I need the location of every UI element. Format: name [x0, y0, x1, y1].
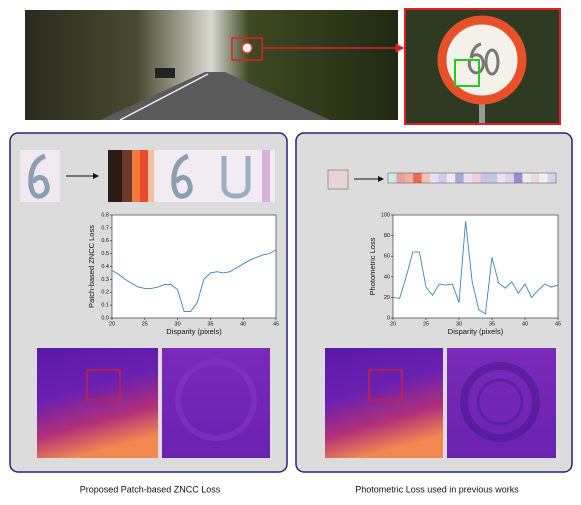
y-tick-label: 0.4: [101, 264, 109, 270]
road: [100, 72, 330, 120]
y-tick-label: 0.2: [101, 290, 109, 296]
caption: Photometric Loss used in previous works: [355, 484, 519, 494]
patch-strip-right: [387, 172, 557, 184]
y-tick-label: 0.3: [101, 277, 109, 283]
strip-cell: [413, 173, 422, 183]
lane-line: [119, 73, 209, 121]
disparity-map: [37, 348, 158, 458]
strip-cell: [522, 173, 531, 183]
y-tick-label: 20: [384, 295, 390, 301]
patch-right: [327, 169, 349, 190]
y-tick-label: 100: [381, 212, 390, 218]
strip-cell: [497, 173, 506, 183]
strip-cell: [463, 173, 473, 183]
patch-left: [20, 150, 60, 202]
x-tick-label: 35: [489, 321, 495, 327]
x-tick-label: 40: [522, 321, 528, 327]
roi-box: [86, 369, 121, 401]
sign-ghost: [476, 378, 524, 426]
strip-cell: [539, 173, 548, 183]
roi-box: [231, 37, 263, 61]
y-axis-label: Patch-based ZNCC Loss: [87, 225, 96, 308]
strip-cell: [404, 173, 414, 183]
x-tick-label: 45: [273, 321, 279, 327]
y-tick-label: 0.5: [101, 251, 109, 257]
y-tick-label: 0.6: [101, 238, 109, 244]
strip-cell: [505, 173, 515, 183]
disparity-map: [325, 348, 443, 458]
y-tick-label: 0.0: [101, 315, 109, 321]
strip-cell: [480, 173, 489, 183]
strip-cell: [430, 173, 439, 183]
x-tick-label: 45: [555, 321, 561, 327]
x-tick-label: 35: [207, 321, 213, 327]
strip-cell: [530, 173, 540, 183]
strip-cell: [472, 173, 481, 183]
sign-ghost: [460, 362, 540, 442]
y-axis-label: Photometric Loss: [368, 237, 377, 295]
strip-cell: [488, 173, 498, 183]
x-tick-label: 20: [109, 321, 115, 327]
x-axis-label: Disparity (pixels): [166, 327, 222, 336]
patch-box: [454, 59, 480, 87]
x-tick-label: 25: [142, 321, 148, 327]
roi-box: [368, 369, 403, 401]
plot-area: [392, 214, 559, 319]
y-tick-label: 60: [384, 254, 390, 260]
y-tick-label: 0: [387, 315, 390, 321]
strip-cell: [396, 173, 405, 183]
patch-strip-left: [108, 150, 275, 202]
strip-cell: [421, 173, 431, 183]
x-tick-label: 40: [240, 321, 246, 327]
y-tick-label: 0.8: [101, 212, 109, 218]
x-axis-label: Disparity (pixels): [448, 327, 504, 336]
strip-cell: [388, 173, 397, 183]
strip-border: [387, 172, 557, 184]
sign-digits: [467, 42, 500, 76]
caption: Proposed Patch-based ZNCC Loss: [80, 484, 221, 494]
plot-area: [111, 214, 277, 319]
x-tick-label: 30: [456, 321, 462, 327]
y-tick-label: 0.7: [101, 225, 109, 231]
strip-cell: [438, 173, 447, 183]
x-tick-label: 25: [423, 321, 429, 327]
y-tick-label: 0.1: [101, 303, 109, 309]
loss-line: [392, 221, 559, 315]
sign-ghost: [175, 359, 257, 441]
strip-cell: [514, 173, 523, 183]
y-tick-label: 40: [384, 274, 390, 280]
sign: [241, 42, 253, 54]
loss-line: [111, 249, 277, 313]
x-tick-label: 20: [390, 321, 396, 327]
strip-cell: [455, 173, 464, 183]
sign-pole: [479, 95, 485, 123]
car: [155, 68, 175, 78]
strip-cell: [547, 173, 557, 183]
y-tick-label: 80: [384, 233, 390, 239]
x-tick-label: 30: [175, 321, 181, 327]
strip-cell: [446, 173, 456, 183]
